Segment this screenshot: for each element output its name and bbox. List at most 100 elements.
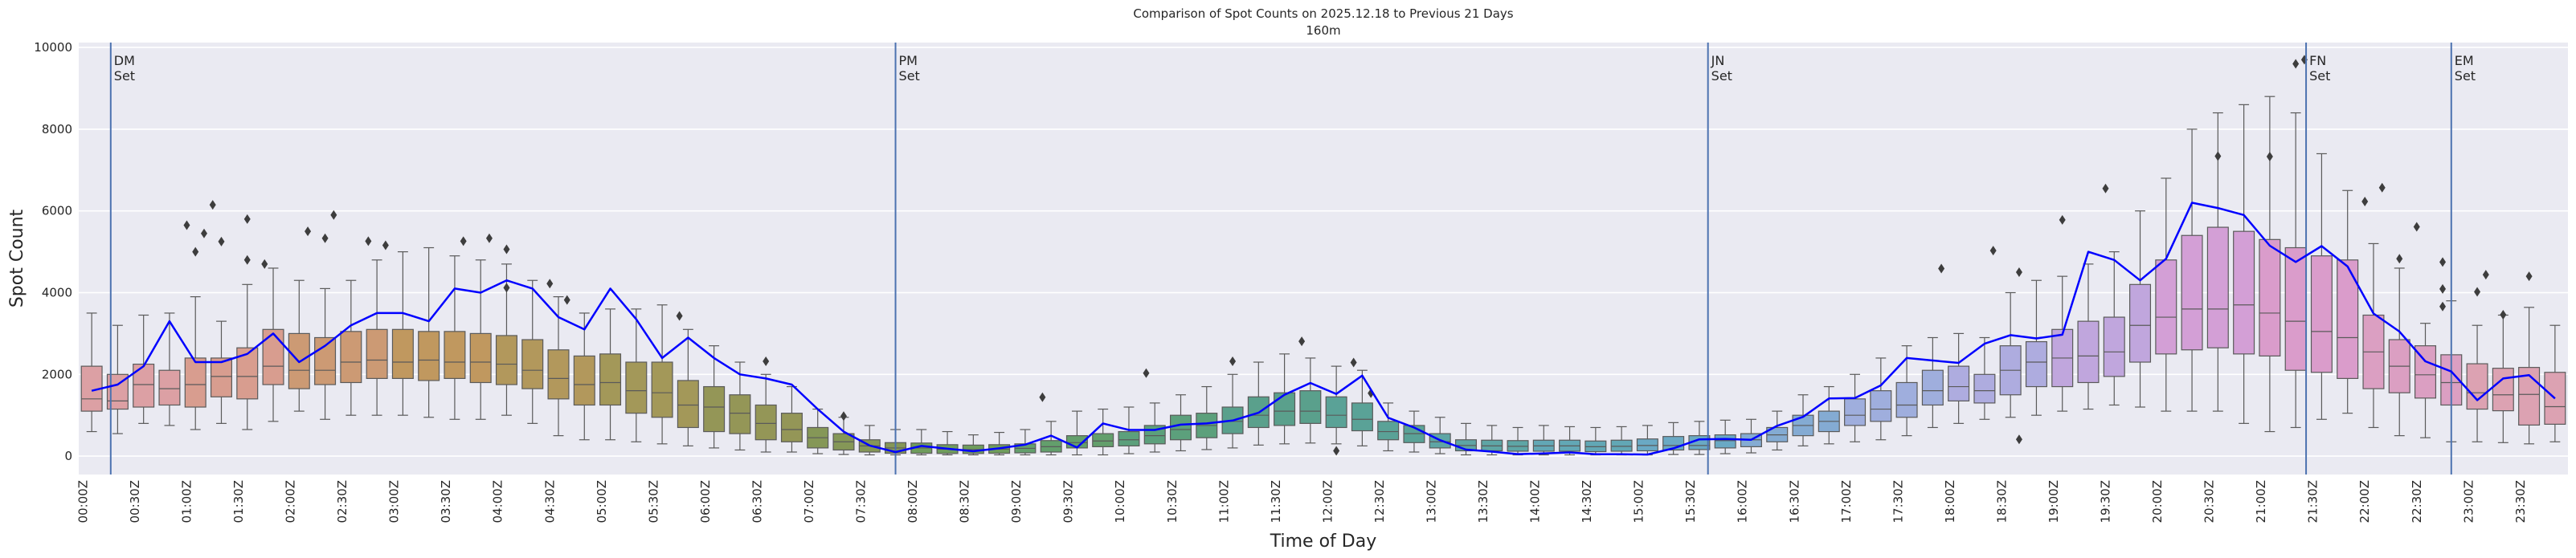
box-iqr xyxy=(2492,368,2514,412)
box-iqr xyxy=(1351,402,1373,432)
x-tick-label: 13:30Z xyxy=(1476,480,1490,523)
box-iqr xyxy=(2310,255,2333,373)
box xyxy=(573,312,595,441)
box xyxy=(780,385,803,453)
outlier-point xyxy=(763,356,770,367)
outlier-point xyxy=(382,240,389,250)
box-iqr xyxy=(703,385,726,433)
y-tick-label: 0 xyxy=(64,449,72,463)
x-tick-label: 10:30Z xyxy=(1165,480,1180,523)
box-iqr xyxy=(1973,373,1996,404)
outlier-point xyxy=(1298,336,1306,347)
gridlines xyxy=(79,47,2568,457)
outlier-point xyxy=(2361,196,2369,206)
box-iqr xyxy=(780,413,803,442)
box-iqr xyxy=(1921,369,1944,406)
box xyxy=(1973,336,1996,420)
x-tick-label: 06:00Z xyxy=(698,480,713,523)
box xyxy=(1999,291,2022,418)
box-iqr xyxy=(495,335,517,385)
box xyxy=(2103,251,2125,406)
box-iqr xyxy=(1274,392,1296,426)
box-iqr xyxy=(1377,421,1400,441)
box-iqr xyxy=(651,361,673,418)
outlier-point xyxy=(321,233,329,243)
x-tick-label: 04:30Z xyxy=(542,480,557,523)
box-iqr xyxy=(366,328,388,379)
box-iqr xyxy=(2259,238,2281,356)
box xyxy=(599,308,622,441)
x-tick-label: 02:30Z xyxy=(335,480,350,523)
box xyxy=(2388,267,2410,437)
outlier-point xyxy=(183,220,190,230)
box xyxy=(2155,177,2177,412)
box xyxy=(1507,426,1529,456)
plot-area xyxy=(79,43,2568,475)
x-tick-label: 13:00Z xyxy=(1424,480,1438,523)
x-tick-label: 18:30Z xyxy=(1994,480,2009,523)
box xyxy=(1274,353,1296,445)
x-tick-label: 19:00Z xyxy=(2046,480,2061,523)
x-tick-label: 15:30Z xyxy=(1683,480,1698,523)
box-iqr xyxy=(2206,226,2229,348)
x-tick-label: 16:00Z xyxy=(1736,480,1750,523)
box xyxy=(2233,104,2255,424)
box xyxy=(1921,336,1944,429)
outlier-point xyxy=(243,255,251,265)
x-tick-label: 03:00Z xyxy=(387,480,402,523)
box-iqr xyxy=(2466,363,2488,410)
box-iqr xyxy=(2103,316,2125,377)
box-iqr xyxy=(1299,390,1322,424)
box-iqr xyxy=(677,380,699,429)
event-label-sub: Set xyxy=(2455,68,2476,83)
x-tick-label: 22:00Z xyxy=(2357,480,2372,523)
outlier-point xyxy=(1938,263,1945,274)
box-iqr xyxy=(1870,390,1892,422)
box-iqr xyxy=(1092,433,1114,447)
box-iqr xyxy=(2025,340,2047,388)
x-tick-label: 14:30Z xyxy=(1580,480,1594,523)
outlier-point xyxy=(2378,182,2386,193)
box-iqr xyxy=(2233,230,2255,355)
y-axis-ticks: 0 2000 4000 6000 8000 10000 xyxy=(34,40,72,463)
event-label: PM xyxy=(899,53,918,68)
outlier-point xyxy=(305,226,312,237)
x-axis-label: Time of Day xyxy=(1270,532,1376,552)
outlier-point xyxy=(840,411,847,422)
box xyxy=(1870,357,1892,441)
box-iqr xyxy=(2129,283,2152,363)
x-tick-label: 23:30Z xyxy=(2513,480,2528,523)
x-tick-label: 20:30Z xyxy=(2202,480,2217,523)
outlier-point xyxy=(192,246,199,257)
box-iqr xyxy=(184,357,206,408)
x-tick-label: 02:00Z xyxy=(284,480,298,523)
outlier-point xyxy=(2439,283,2447,294)
x-tick-label: 15:00Z xyxy=(1632,480,1646,523)
outlier-point xyxy=(209,200,216,210)
box-iqr xyxy=(729,394,751,434)
box xyxy=(210,320,232,424)
box-iqr xyxy=(2284,246,2307,371)
box-iqr xyxy=(2155,259,2177,355)
outlier-point xyxy=(2396,254,2403,264)
outlier-point xyxy=(676,311,683,321)
box xyxy=(2284,112,2307,429)
outlier-point xyxy=(1350,357,1357,368)
box xyxy=(1325,365,1347,445)
box-iqr xyxy=(625,361,648,414)
outlier-point xyxy=(243,214,251,224)
x-tick-label: 14:00Z xyxy=(1528,480,1543,523)
outlier-point xyxy=(2015,267,2022,278)
x-tick-label: 21:30Z xyxy=(2306,480,2320,523)
box xyxy=(444,255,466,420)
box-iqr xyxy=(2077,320,2100,384)
box xyxy=(495,263,517,416)
box xyxy=(1792,394,1814,446)
box xyxy=(2310,153,2333,420)
box xyxy=(391,251,414,416)
outlier-point xyxy=(546,279,554,289)
box xyxy=(1895,345,1918,437)
outlier-point xyxy=(2474,287,2481,297)
box-iqr xyxy=(521,339,544,389)
